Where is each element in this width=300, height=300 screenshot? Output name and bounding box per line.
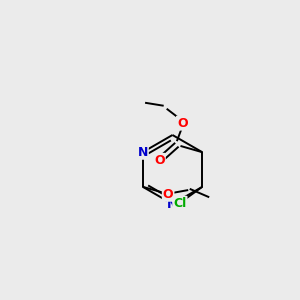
Text: O: O [177, 117, 188, 130]
Text: N: N [167, 197, 178, 211]
Text: N: N [137, 146, 148, 159]
Text: O: O [163, 188, 173, 201]
Text: O: O [154, 154, 165, 167]
Text: Cl: Cl [173, 197, 187, 210]
